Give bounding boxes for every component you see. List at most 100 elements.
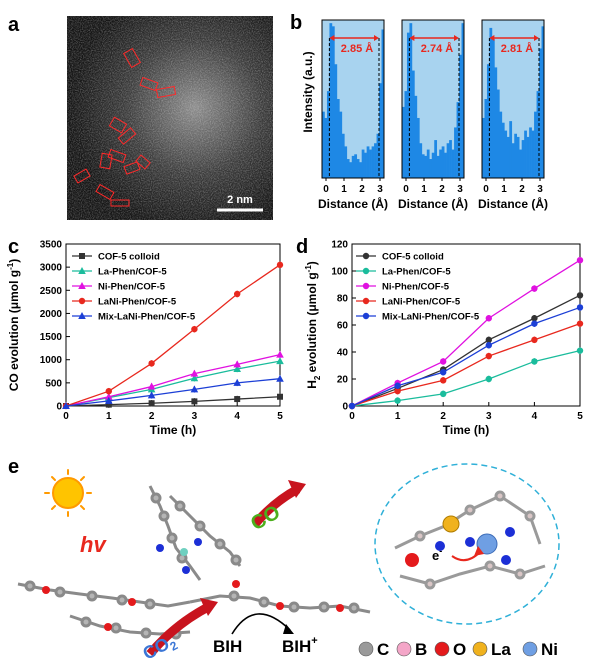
profile-frame [401,19,465,179]
legend-label: La-Phen/COF-5 [98,267,167,278]
x-tick-label: 0 [349,411,355,422]
y-tick-label: 20 [337,375,349,386]
profile-bar [424,155,428,178]
y-tick-label: 500 [45,378,62,389]
y-tick-label: 2000 [40,309,63,320]
profile-bar [501,122,505,178]
data-point [440,369,447,376]
series-line [65,396,281,407]
profile-bar [344,146,348,178]
data-point [531,358,538,365]
atom-highlight-box [155,85,177,99]
arrow-head [534,35,539,41]
x-tick-label: 5 [577,411,583,422]
data-point [576,292,584,299]
profile-bar [451,149,455,178]
panel-label-e: e [8,456,20,478]
data-point [362,282,370,290]
profile-bar [541,26,545,178]
y-tick-label: 3000 [40,263,63,274]
profile-bar [322,111,325,178]
profile-bar [364,152,367,178]
plot-frame [65,243,281,407]
profile-bar [486,64,490,178]
profile-bar [339,111,343,178]
scale-bar-label: 2 nm [227,194,253,206]
data-point [485,375,492,383]
profile-bar [434,140,438,178]
atom-legend-label: B [415,640,427,659]
bih-plus-label: BIH+ [282,635,318,656]
profile-bar [536,91,540,178]
data-point [233,360,241,368]
x-tick-label: 3 [537,184,543,195]
profile-frame [321,19,385,179]
atom-highlight-box [117,127,137,145]
atom-highlight-box [139,76,159,92]
atom-legend-label: C [377,640,389,659]
atom-highlight-box [123,161,141,175]
atom-legend: C B O La Ni [358,640,558,659]
y-tick-label: 0 [342,402,348,413]
profile-bar [331,26,335,178]
data-point [485,315,492,322]
profile-bar [354,154,358,178]
bih-label: BIH [213,637,242,656]
data-point [485,352,492,360]
profile-bar [521,140,525,178]
profile-bar [334,64,338,178]
data-point [233,378,241,386]
data-point [348,402,356,410]
data-point [485,342,492,349]
arrow-head [374,35,379,41]
distance-annotation: 2.85 Å [341,42,373,55]
data-point [576,347,584,354]
legend-label: Ni-Phen/COF-5 [382,282,450,293]
data-point [440,390,447,398]
atom-legend-swatch [434,641,450,657]
electron-label: e- [432,546,442,563]
data-point [234,396,241,403]
data-point [276,374,284,382]
profile-bar [504,130,508,178]
panel-label-d: d [296,236,309,258]
arrow-head [329,35,335,41]
series-line [351,306,581,407]
profile-bar [496,89,500,178]
profile-bar [499,111,503,178]
data-point [394,382,401,389]
profile-bar [436,155,440,178]
data-point [105,401,112,408]
data-point [531,320,538,327]
legend-label: LaNi-Phen/COF-5 [382,297,461,308]
atom-legend-label: O [453,640,466,659]
legend-label: LaNi-Phen/COF-5 [98,297,177,308]
atom-legend-swatch [522,641,538,657]
data-point [78,297,86,305]
x-tick-label: 2 [440,411,446,422]
profile-bar [514,133,518,178]
data-point [190,369,199,377]
profile-bar [449,140,452,178]
atom-legend-swatch [358,641,374,657]
distance-axis-label: Distance (Å) [478,196,548,211]
profile-bar [369,149,372,178]
atom-highlight-box [135,154,151,170]
series-line [351,294,581,407]
profile-bar [336,99,340,178]
distance-annotation: 2.74 Å [421,42,453,55]
profile-bar [406,32,410,178]
y-tick-label: 60 [337,321,349,332]
sun-icon [44,469,92,517]
legend-label: COF-5 colloid [98,252,160,263]
profile-bar [381,29,385,179]
atom-legend-swatch [396,641,412,657]
x-tick-label: 1 [501,184,507,195]
distance-axis-label: Distance (Å) [318,196,388,211]
profile-bar [511,143,515,178]
data-point [78,267,86,274]
x-axis-label: Time (h) [443,423,489,437]
profile-bar [366,146,370,178]
data-point [105,387,113,395]
profile-bar [482,117,485,178]
